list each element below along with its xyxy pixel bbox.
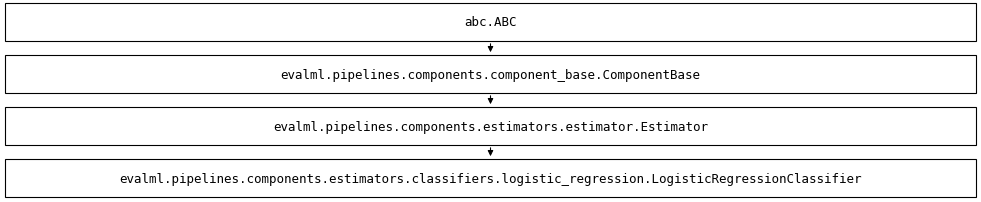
Bar xyxy=(5,56,976,94)
Bar xyxy=(5,107,976,145)
Text: evalml.pipelines.components.estimators.estimator.Estimator: evalml.pipelines.components.estimators.e… xyxy=(273,120,708,133)
Text: abc.ABC: abc.ABC xyxy=(464,16,517,29)
Text: evalml.pipelines.components.estimators.classifiers.logistic_regression.LogisticR: evalml.pipelines.components.estimators.c… xyxy=(120,172,861,185)
Bar xyxy=(5,159,976,197)
Text: evalml.pipelines.components.component_base.ComponentBase: evalml.pipelines.components.component_ba… xyxy=(281,68,700,81)
Bar xyxy=(5,4,976,42)
